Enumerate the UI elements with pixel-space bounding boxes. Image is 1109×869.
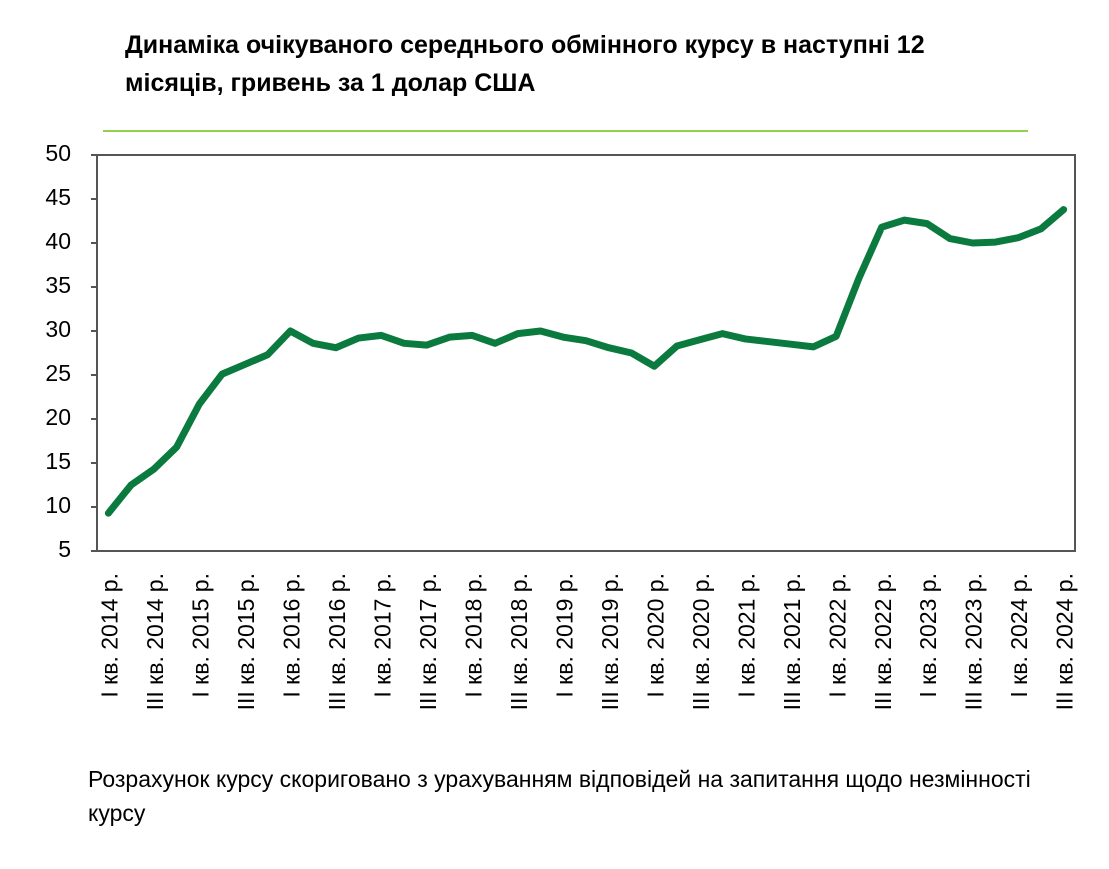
y-tick-label: 45 [45,184,71,210]
y-tick-label: 5 [58,536,71,562]
x-tick-label: III кв. 2017 р. [415,573,441,710]
plot-frame [96,154,1076,552]
x-tick-label: III кв. 2024 р. [1052,573,1078,710]
x-tick-label: I кв. 2022 р. [824,573,850,698]
x-tick-label: III кв. 2021 р. [779,573,805,710]
x-tick-label: I кв. 2019 р. [551,573,577,698]
x-tick-label: III кв. 2014 р. [142,573,168,710]
x-tick-label: III кв. 2016 р. [324,573,350,710]
x-tick-label: I кв. 2017 р. [369,573,395,698]
x-tick-label: I кв. 2024 р. [1006,573,1032,698]
chart-title: Динаміка очікуваного середнього обмінног… [125,31,925,97]
x-tick-label: III кв. 2022 р. [870,573,896,710]
data-line [104,206,1068,517]
chart-note: Розрахунок курсу скориговано з урахуванн… [88,766,1031,826]
x-tick-label: I кв. 2021 р. [733,573,759,698]
chart: 5 10 15 20 25 30 35 40 45 50 I кв. 2014 р. III кв. … [45,130,1078,710]
x-tick-label: I кв. 2018 р. [460,573,486,698]
y-tick-label: 15 [45,448,71,474]
y-tick-label: 20 [45,404,71,430]
x-tick-label: I кв. 2014 р. [96,573,122,698]
y-tick-label: 35 [45,272,71,298]
y-tick-label: 10 [45,492,71,518]
y-tick-label: 30 [45,316,71,342]
x-tick-label: I кв. 2015 р. [187,573,213,698]
x-tick-label: III кв. 2015 р. [233,573,259,710]
y-tick-label: 50 [45,140,71,166]
x-tick-label: I кв. 2016 р. [278,573,304,698]
x-tick-label: III кв. 2023 р. [961,573,987,710]
x-tick-label: III кв. 2019 р. [597,573,623,710]
x-tick-label: I кв. 2020 р. [642,573,668,698]
x-tick-label: III кв. 2020 р. [688,573,714,710]
x-tick-label: III кв. 2018 р. [506,573,532,710]
y-tick-label: 25 [45,360,71,386]
y-tick-label: 40 [45,228,71,254]
x-tick-label: I кв. 2023 р. [915,573,941,698]
